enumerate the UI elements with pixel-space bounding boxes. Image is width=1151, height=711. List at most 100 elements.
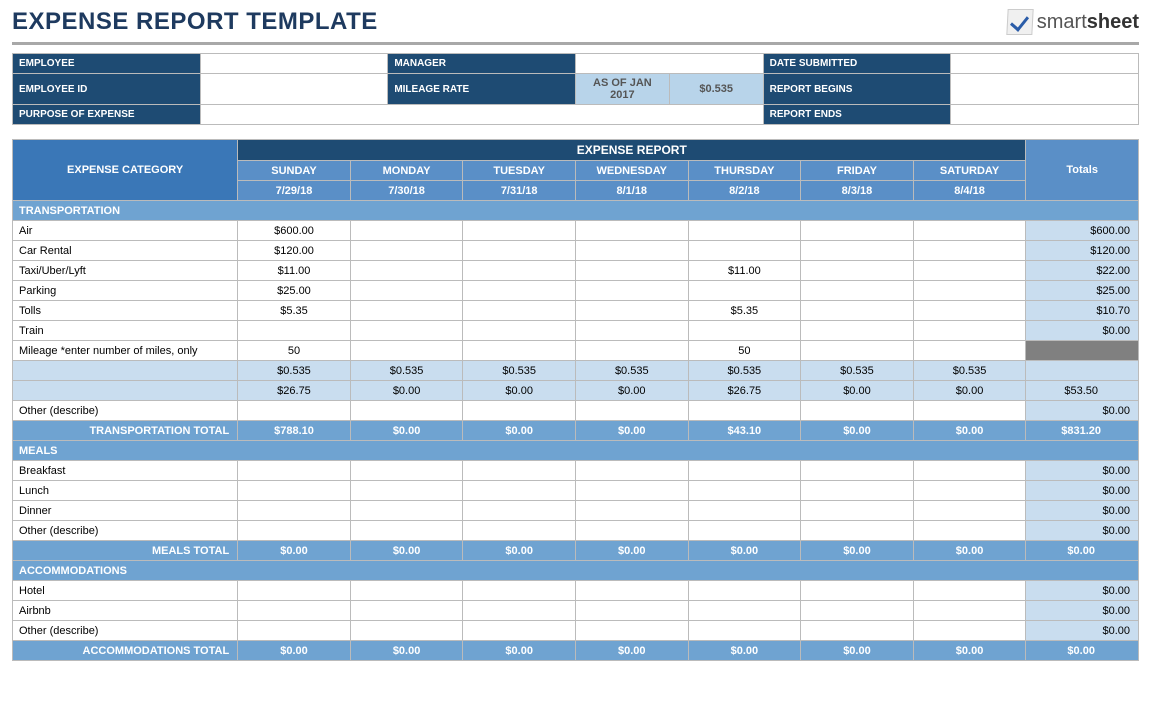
manager-value[interactable] bbox=[575, 54, 763, 74]
data-cell[interactable] bbox=[575, 341, 688, 361]
data-cell[interactable] bbox=[575, 601, 688, 621]
data-cell[interactable] bbox=[350, 501, 463, 521]
data-cell[interactable] bbox=[575, 621, 688, 641]
data-cell[interactable] bbox=[801, 281, 914, 301]
data-cell[interactable] bbox=[350, 341, 463, 361]
purpose-value[interactable] bbox=[200, 105, 763, 125]
data-cell[interactable]: $5.35 bbox=[688, 301, 801, 321]
data-cell[interactable] bbox=[801, 241, 914, 261]
row-label[interactable]: Hotel bbox=[13, 581, 238, 601]
data-cell[interactable] bbox=[801, 221, 914, 241]
data-cell[interactable] bbox=[575, 321, 688, 341]
data-cell[interactable] bbox=[463, 501, 576, 521]
data-cell[interactable]: $25.00 bbox=[238, 281, 351, 301]
data-cell[interactable] bbox=[913, 301, 1026, 321]
data-cell[interactable] bbox=[801, 321, 914, 341]
date-submitted-value[interactable] bbox=[951, 54, 1139, 74]
data-cell[interactable] bbox=[913, 401, 1026, 421]
data-cell[interactable] bbox=[463, 321, 576, 341]
data-cell[interactable] bbox=[801, 521, 914, 541]
data-cell[interactable] bbox=[801, 341, 914, 361]
data-cell[interactable] bbox=[350, 281, 463, 301]
data-cell[interactable] bbox=[463, 301, 576, 321]
row-label[interactable]: Tolls bbox=[13, 301, 238, 321]
data-cell[interactable] bbox=[688, 461, 801, 481]
data-cell[interactable] bbox=[913, 581, 1026, 601]
row-label[interactable]: Parking bbox=[13, 281, 238, 301]
data-cell[interactable] bbox=[463, 581, 576, 601]
data-cell[interactable] bbox=[238, 501, 351, 521]
data-cell[interactable] bbox=[913, 501, 1026, 521]
data-cell[interactable] bbox=[238, 481, 351, 501]
data-cell[interactable] bbox=[688, 481, 801, 501]
data-cell[interactable] bbox=[350, 241, 463, 261]
data-cell[interactable] bbox=[801, 501, 914, 521]
data-cell[interactable]: $5.35 bbox=[238, 301, 351, 321]
data-cell[interactable] bbox=[801, 481, 914, 501]
data-cell[interactable] bbox=[350, 401, 463, 421]
data-cell[interactable] bbox=[463, 221, 576, 241]
data-cell[interactable] bbox=[801, 621, 914, 641]
row-label[interactable]: Breakfast bbox=[13, 461, 238, 481]
row-label[interactable]: Train bbox=[13, 321, 238, 341]
report-begins-value[interactable] bbox=[951, 74, 1139, 105]
data-cell[interactable] bbox=[238, 461, 351, 481]
data-cell[interactable] bbox=[688, 241, 801, 261]
data-cell[interactable] bbox=[238, 581, 351, 601]
employee-value[interactable] bbox=[200, 54, 388, 74]
data-cell[interactable] bbox=[238, 401, 351, 421]
data-cell[interactable] bbox=[238, 321, 351, 341]
data-cell[interactable] bbox=[463, 341, 576, 361]
data-cell[interactable] bbox=[463, 621, 576, 641]
data-cell[interactable] bbox=[350, 601, 463, 621]
row-label[interactable]: Car Rental bbox=[13, 241, 238, 261]
data-cell[interactable] bbox=[350, 521, 463, 541]
data-cell[interactable] bbox=[913, 281, 1026, 301]
data-cell[interactable] bbox=[575, 401, 688, 421]
data-cell[interactable] bbox=[913, 321, 1026, 341]
row-label[interactable]: Air bbox=[13, 221, 238, 241]
data-cell[interactable] bbox=[801, 301, 914, 321]
data-cell[interactable] bbox=[688, 621, 801, 641]
row-label[interactable]: Mileage *enter number of miles, only bbox=[13, 341, 238, 361]
data-cell[interactable] bbox=[688, 601, 801, 621]
data-cell[interactable] bbox=[463, 241, 576, 261]
data-cell[interactable] bbox=[801, 601, 914, 621]
data-cell[interactable] bbox=[350, 621, 463, 641]
data-cell[interactable] bbox=[463, 481, 576, 501]
data-cell[interactable] bbox=[463, 281, 576, 301]
data-cell[interactable] bbox=[463, 601, 576, 621]
data-cell[interactable]: 50 bbox=[238, 341, 351, 361]
data-cell[interactable] bbox=[463, 401, 576, 421]
data-cell[interactable] bbox=[575, 521, 688, 541]
data-cell[interactable] bbox=[801, 261, 914, 281]
employee-id-value[interactable] bbox=[200, 74, 388, 105]
data-cell[interactable] bbox=[688, 221, 801, 241]
row-label[interactable]: Airbnb bbox=[13, 601, 238, 621]
data-cell[interactable] bbox=[688, 501, 801, 521]
data-cell[interactable] bbox=[913, 261, 1026, 281]
data-cell[interactable] bbox=[688, 401, 801, 421]
data-cell[interactable] bbox=[688, 321, 801, 341]
data-cell[interactable] bbox=[913, 241, 1026, 261]
data-cell[interactable] bbox=[350, 321, 463, 341]
data-cell[interactable] bbox=[463, 521, 576, 541]
data-cell[interactable] bbox=[350, 301, 463, 321]
row-label[interactable]: Dinner bbox=[13, 501, 238, 521]
data-cell[interactable] bbox=[238, 601, 351, 621]
data-cell[interactable] bbox=[913, 341, 1026, 361]
row-label[interactable]: Other (describe) bbox=[13, 521, 238, 541]
data-cell[interactable] bbox=[913, 621, 1026, 641]
data-cell[interactable] bbox=[913, 601, 1026, 621]
row-label[interactable]: Taxi/Uber/Lyft bbox=[13, 261, 238, 281]
data-cell[interactable]: $11.00 bbox=[238, 261, 351, 281]
data-cell[interactable] bbox=[463, 261, 576, 281]
data-cell[interactable] bbox=[913, 221, 1026, 241]
data-cell[interactable] bbox=[575, 581, 688, 601]
data-cell[interactable] bbox=[913, 481, 1026, 501]
data-cell[interactable] bbox=[575, 281, 688, 301]
row-label[interactable]: Other (describe) bbox=[13, 401, 238, 421]
data-cell[interactable] bbox=[801, 401, 914, 421]
data-cell[interactable]: 50 bbox=[688, 341, 801, 361]
data-cell[interactable] bbox=[801, 581, 914, 601]
